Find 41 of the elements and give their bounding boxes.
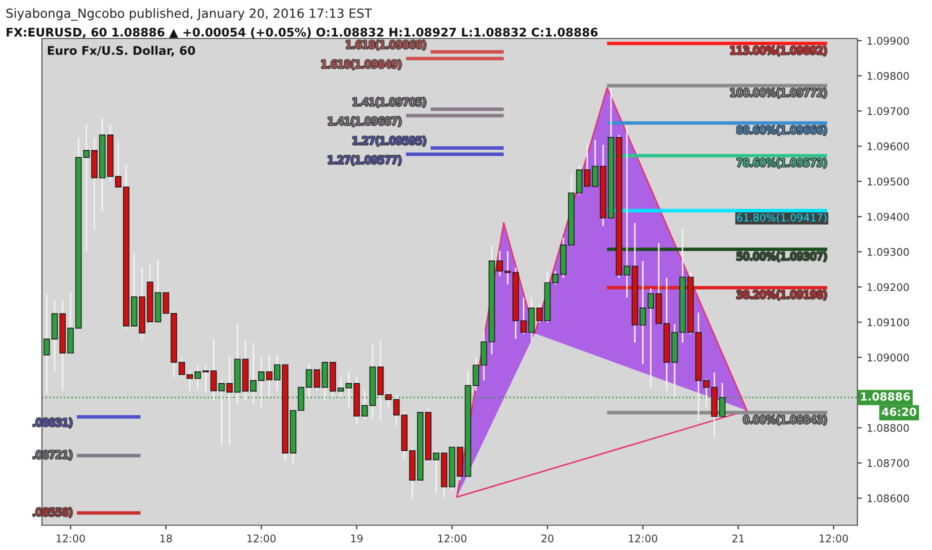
y-tick-label: 1.08600 (868, 494, 909, 502)
y-tick-label: 1.08800 (868, 424, 909, 432)
annotation: 1.618(1.09849) (322, 60, 401, 70)
y-tick-label: 1.09500 (868, 178, 909, 186)
y-tick-label: 1.09700 (868, 107, 909, 116)
x-tick-label: 19 (351, 534, 363, 542)
y-tick-label: 1.09400 (868, 212, 909, 221)
y-tick-label: 1.09000 (868, 354, 909, 362)
chart-title: Siyabonga_Ngcobo published, January 20, 2016 17:13 EST (6, 8, 372, 21)
x-tick-label: 12:00 (628, 534, 658, 542)
x-tick-label: 20 (542, 534, 554, 542)
x-tick-label: 12:00 (56, 534, 85, 542)
x-tick-label: 21 (732, 534, 744, 542)
annotation: 1.27(1.09577) (328, 156, 401, 165)
annotation: 1.27(1.09595) (353, 136, 426, 146)
annotation: 61.80%(1.09417) (737, 213, 826, 223)
y-tick-label: 1.09200 (868, 283, 909, 292)
y-tick-label: 1.09800 (868, 72, 909, 80)
annotation: 88.60%(1.09666) (737, 126, 826, 136)
annotation: 78.60%(1.09573) (737, 158, 826, 168)
annotation: 38.20%(1.09198) (737, 290, 826, 300)
annotation: 50.00%(1.09307) (737, 252, 826, 262)
text: 46:20 (882, 408, 916, 416)
annotation: 1.618(1.09868) (346, 40, 426, 50)
annotation: 1.41(1.09705) (353, 98, 426, 108)
annotation: 100.00%(1.09772) (730, 88, 826, 98)
annotation: 1.41(1.09687) (328, 116, 401, 126)
annotation: 113.00%(1.09892) (730, 46, 826, 56)
annotation: 0.00%(1.08843) (744, 415, 826, 425)
annotation: Euro Fx/U.S. Dollar, 60 (48, 46, 196, 56)
ref-line-label: 1.08886 (861, 392, 910, 401)
x-tick-label: 12:00 (438, 534, 466, 542)
y-tick-label: 1.09100 (868, 318, 909, 326)
y-tick-label: 1.08700 (868, 459, 909, 468)
y-tick-label: 1.09300 (868, 248, 909, 256)
chart-subtitle: FX:EURUSD, 60 1.08886 ▲ +0.00054 (+0.05%) O:1.08832 H:1.08927 L:1.08832 C:1.08886 (6, 28, 598, 38)
x-tick-label: 12:00 (247, 534, 276, 542)
x-tick-label: 18 (160, 534, 172, 542)
y-tick-label: 1.09900 (868, 36, 909, 45)
x-tick-label: 12:00 (820, 534, 848, 542)
y-tick-label: 1.09600 (868, 142, 909, 150)
